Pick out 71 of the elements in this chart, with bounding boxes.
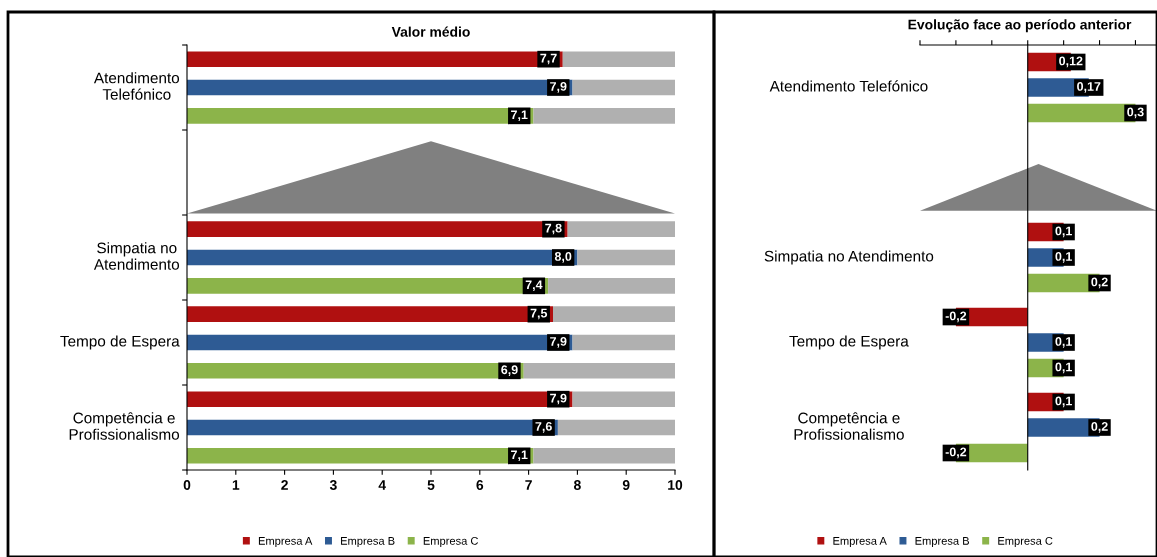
- bar: [187, 249, 578, 266]
- bar: [187, 334, 573, 351]
- bar: [187, 51, 563, 67]
- bar: [187, 363, 524, 379]
- data-label: 0,2: [1091, 277, 1108, 289]
- data-label: 7,5: [530, 308, 548, 320]
- category-label: Competência e Profissionalismo: [794, 412, 904, 440]
- data-label: 7,1: [511, 110, 528, 121]
- data-label: 7,1: [511, 450, 528, 461]
- data-label: 7,7: [540, 53, 557, 65]
- bar: [567, 221, 675, 237]
- data-label: 7,8: [545, 223, 562, 235]
- data-label: 7,9: [550, 337, 567, 348]
- x-tick-label: 8: [573, 480, 581, 490]
- x-tick-label: 6: [476, 480, 484, 490]
- data-label: -0,2: [945, 447, 967, 459]
- data-label: 0,1: [1055, 337, 1072, 348]
- bar: [572, 334, 675, 351]
- data-label: 0,1: [1055, 396, 1072, 408]
- x-tick-label: 4: [378, 480, 386, 490]
- data-label: 0,12: [1059, 56, 1083, 68]
- x-tick-label: 2: [281, 480, 288, 490]
- data-label: 7,4: [525, 280, 543, 291]
- data-label: 7,6: [535, 422, 552, 433]
- bar: [187, 278, 549, 294]
- category-label: Atendimento Telefónico: [769, 80, 928, 92]
- bar: [553, 306, 675, 322]
- y-tick-label: Atendimento Telefónico: [93, 72, 180, 100]
- data-label: 0,1: [1055, 226, 1072, 238]
- data-label: 0,1: [1055, 252, 1072, 263]
- bar: [187, 108, 534, 124]
- bar: [572, 391, 675, 407]
- legend-label: Empresa B: [915, 537, 969, 547]
- data-label: 0,3: [1127, 107, 1144, 119]
- x-tick-label: 5: [427, 480, 435, 490]
- legend-label: Empresa A: [833, 537, 887, 547]
- y-tick-label: Competência e Profissionalismo: [69, 412, 180, 440]
- bar: [557, 419, 675, 436]
- bar: [187, 79, 573, 96]
- bar: [187, 391, 573, 407]
- x-tick-label: 0: [183, 480, 191, 490]
- legend-label: Empresa A: [258, 537, 313, 547]
- chart-title: Evolução face ao período anterior: [908, 19, 1132, 33]
- bar: [572, 79, 675, 96]
- bar: [187, 448, 534, 464]
- bar: [187, 306, 553, 322]
- legend-label: Empresa C: [998, 536, 1053, 547]
- x-tick-label: 7: [525, 480, 532, 490]
- data-label: 0,17: [1077, 82, 1101, 93]
- bar: [187, 221, 568, 237]
- x-tick-label: 1: [232, 480, 240, 490]
- category-label: Tempo de Espera: [789, 335, 909, 350]
- data-label: 7,9: [550, 82, 567, 93]
- bar: [562, 51, 675, 67]
- x-tick-label: 10: [668, 480, 683, 490]
- data-label: 8,0: [554, 252, 572, 263]
- y-tick-label: Simpatia no Atendimento: [93, 242, 180, 270]
- legend-label: Empresa C: [423, 536, 479, 547]
- data-label: -0,2: [945, 311, 967, 323]
- x-tick-label: 9: [622, 480, 630, 490]
- bar: [187, 419, 558, 436]
- y-tick-label: Tempo de Espera: [60, 335, 180, 350]
- data-label: 6,9: [501, 365, 518, 376]
- category-label: Simpatia no Atendimento: [764, 250, 934, 265]
- data-label: 0,2: [1091, 422, 1108, 433]
- data-label: 0,1: [1055, 362, 1072, 374]
- bar: [577, 249, 675, 266]
- legend-label: Empresa B: [341, 537, 395, 547]
- chart-title: Valor médio: [391, 26, 470, 37]
- x-tick-label: 3: [329, 480, 337, 490]
- data-label: 7,9: [550, 393, 567, 405]
